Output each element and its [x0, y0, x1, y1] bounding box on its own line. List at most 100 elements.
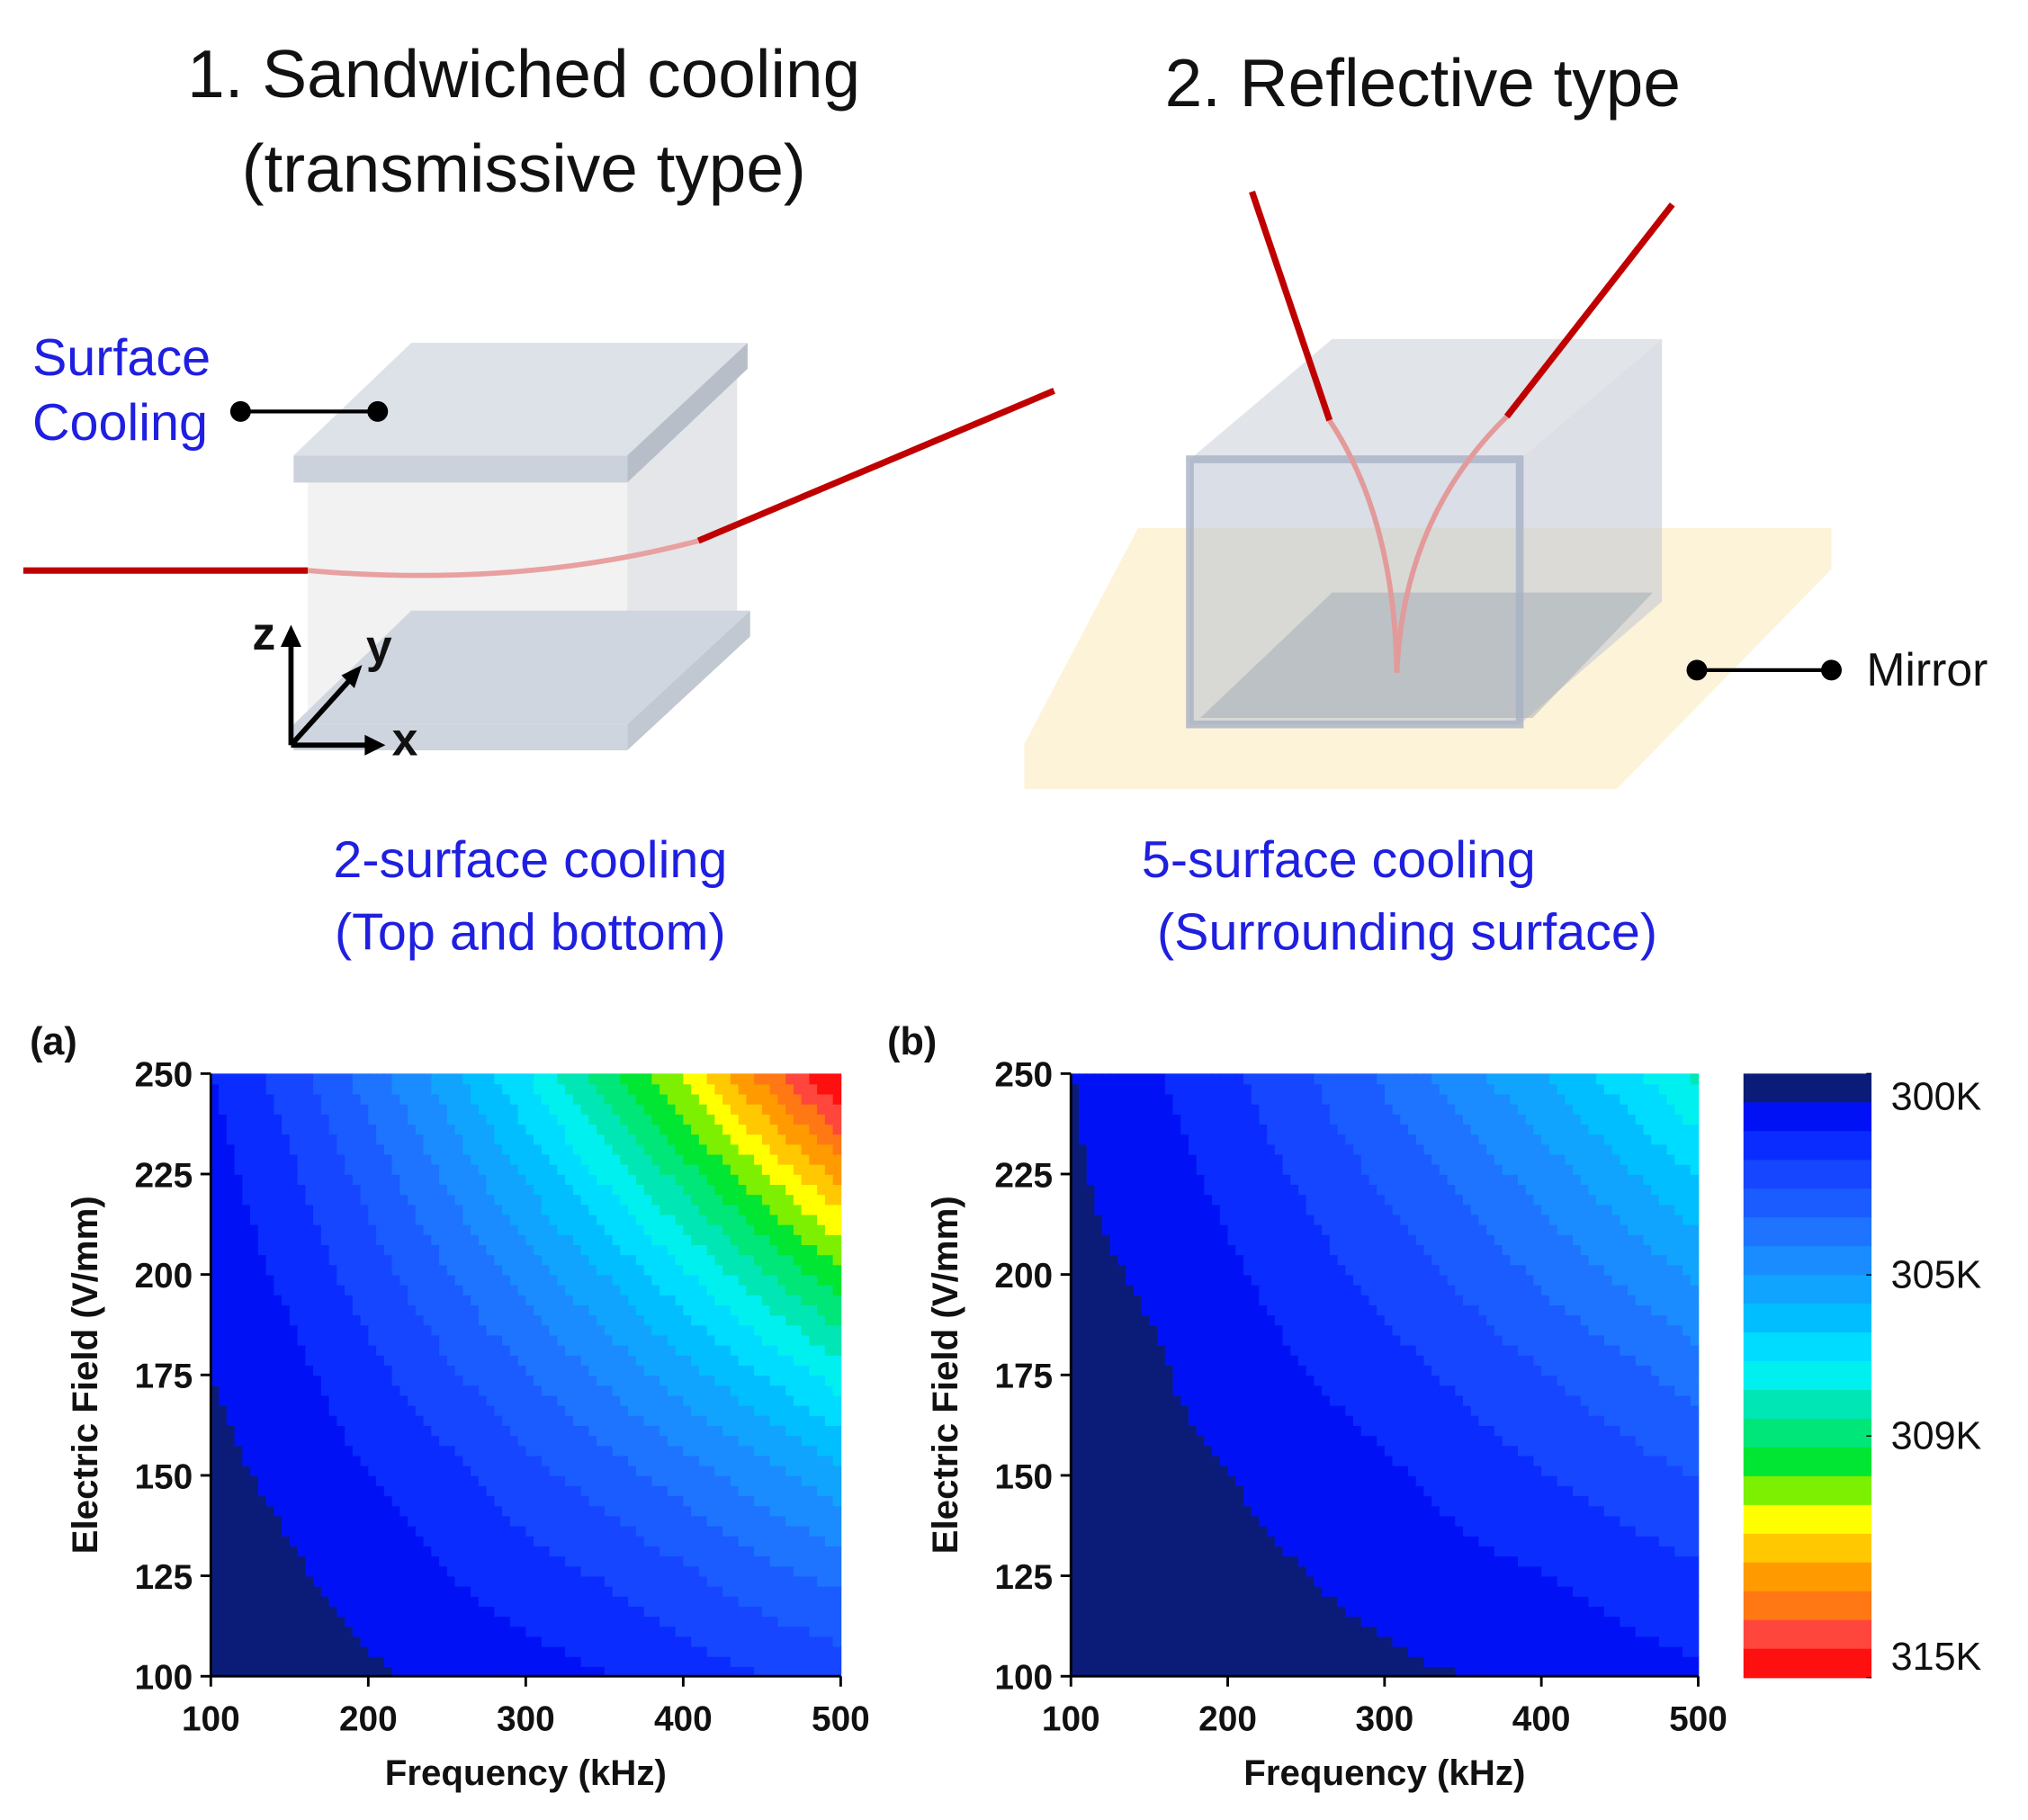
contour-cell — [706, 1344, 716, 1356]
contour-cell — [777, 1284, 786, 1296]
contour-cell — [832, 1204, 842, 1215]
contour-cell — [439, 1294, 448, 1305]
contour-cell — [675, 1143, 685, 1155]
contour-cell — [345, 1495, 354, 1507]
contour-cell — [635, 1134, 645, 1145]
contour-cell — [698, 1173, 708, 1186]
contour-cell — [368, 1455, 377, 1466]
contour-cell — [383, 1204, 393, 1215]
contour-cell — [282, 1224, 291, 1235]
contour-cell — [471, 1495, 480, 1507]
contour-cell — [738, 1264, 748, 1276]
contour-cell — [297, 1103, 307, 1115]
contour-cell — [399, 1083, 408, 1095]
contour-cell — [620, 1375, 629, 1386]
contour-cell — [541, 1595, 551, 1607]
contour-cell — [250, 1445, 259, 1457]
contour-cell — [541, 1425, 551, 1437]
contour-cell — [1141, 1645, 1151, 1657]
contour-cell — [691, 1163, 700, 1175]
contour-cell — [667, 1344, 677, 1356]
contour-cell — [769, 1194, 779, 1206]
contour-cell — [620, 1394, 629, 1406]
contour-cell — [746, 1173, 755, 1186]
contour-cell — [541, 1485, 551, 1497]
contour-cell — [714, 1365, 723, 1376]
contour-cell — [706, 1244, 716, 1256]
contour-cell — [486, 1244, 496, 1256]
contour-cell — [274, 1204, 283, 1215]
contour-cell — [651, 1173, 660, 1186]
contour-cell — [620, 1525, 629, 1537]
contour-cell — [746, 1204, 755, 1215]
contour-cell — [620, 1093, 629, 1105]
contour-cell — [809, 1606, 818, 1618]
contour-cell — [439, 1626, 448, 1637]
contour-cell — [635, 1616, 645, 1627]
contour-cell — [714, 1435, 723, 1447]
contour-cell — [612, 1606, 622, 1618]
contour-cell — [777, 1163, 786, 1175]
contour-cell — [446, 1645, 456, 1657]
contour-cell — [714, 1093, 723, 1105]
contour-cell — [423, 1134, 433, 1145]
contour-cell — [793, 1304, 803, 1316]
contour-cell — [517, 1575, 527, 1587]
contour-cell — [305, 1184, 314, 1196]
contour-cell — [305, 1314, 314, 1326]
contour-cell — [454, 1093, 464, 1105]
contour-cell — [509, 1455, 519, 1466]
contour-cell — [698, 1595, 708, 1607]
contour-cell — [565, 1495, 574, 1507]
contour-cell — [817, 1264, 826, 1276]
contour-cell — [714, 1394, 723, 1406]
contour-cell — [376, 1124, 385, 1135]
contour-cell — [408, 1344, 417, 1356]
contour-cell — [817, 1425, 826, 1437]
contour-cell — [722, 1475, 731, 1486]
contour-cell — [1086, 1636, 1096, 1647]
contour-cell — [297, 1595, 307, 1607]
contour-cell — [801, 1535, 811, 1547]
contour-cell — [471, 1626, 480, 1637]
contour-cell — [320, 1485, 330, 1497]
contour-cell — [612, 1616, 622, 1627]
contour-cell — [265, 1556, 275, 1567]
contour-cell — [509, 1284, 519, 1296]
contour-cell — [219, 1505, 228, 1517]
contour-cell — [597, 1163, 606, 1175]
contour-cell — [651, 1606, 660, 1618]
contour-cell — [368, 1475, 377, 1486]
contour-cell — [628, 1173, 637, 1186]
contour-cell — [572, 1153, 582, 1165]
contour-cell — [257, 1294, 267, 1305]
contour-cell — [549, 1103, 559, 1115]
contour-cell — [211, 1083, 220, 1095]
contour-cell — [597, 1264, 606, 1276]
contour-cell — [446, 1626, 456, 1637]
contour-cell — [777, 1495, 786, 1507]
contour-cell — [722, 1254, 731, 1266]
contour-cell — [226, 1465, 236, 1476]
contour-cell — [337, 1404, 345, 1416]
contour-cell — [832, 1093, 842, 1105]
contour-cell — [597, 1153, 606, 1165]
left-title: (transmissive type) — [242, 130, 806, 206]
contour-cell — [509, 1626, 519, 1637]
contour-cell — [297, 1344, 307, 1356]
contour-cell — [446, 1375, 456, 1386]
contour-cell — [289, 1465, 299, 1476]
contour-cell — [226, 1103, 236, 1115]
contour-cell — [282, 1093, 291, 1105]
contour-cell — [305, 1244, 314, 1256]
contour-cell — [809, 1565, 818, 1577]
contour-cell — [1172, 1585, 1182, 1597]
contour-cell — [446, 1525, 456, 1537]
contour-cell — [698, 1666, 708, 1678]
contour-cell — [462, 1394, 471, 1406]
contour-cell — [588, 1294, 597, 1305]
contour-cell — [832, 1445, 842, 1457]
contour-cell — [242, 1073, 251, 1085]
contour-cell — [1133, 1606, 1143, 1618]
contour-cell — [242, 1173, 251, 1186]
